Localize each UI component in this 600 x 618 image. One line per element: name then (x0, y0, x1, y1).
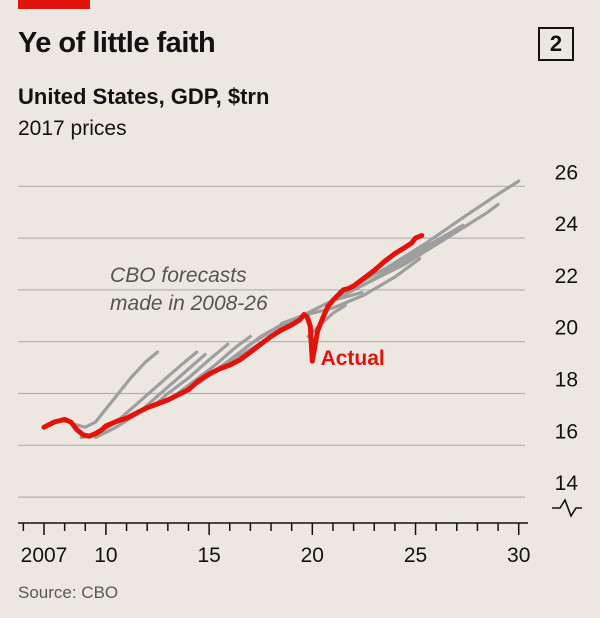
x-tick-label: 10 (94, 544, 117, 567)
x-tick-label: 20 (301, 544, 324, 567)
forecast-line (362, 202, 500, 287)
gdp-line-chart: 14 16 18 20 22 24 26 2007 10 15 20 25 30 CBO forecast… (18, 161, 582, 567)
y-tick-label: 22 (555, 265, 578, 288)
chart-number-badge: 2 (538, 27, 574, 61)
y-tick-label: 26 (555, 161, 578, 184)
forecast-line (151, 342, 230, 408)
forecast-line (383, 179, 521, 271)
actual-annotation: Actual (321, 347, 385, 370)
axis-break-icon (552, 498, 582, 518)
y-tick-label: 20 (555, 317, 578, 340)
forecast-line (306, 303, 347, 339)
chart-unit-label: 2017 prices (18, 117, 127, 140)
x-tick-label: 30 (507, 544, 530, 567)
forecast-line (279, 257, 422, 326)
x-tick-label: 15 (197, 544, 220, 567)
brand-bar (18, 0, 90, 9)
y-tick-label: 24 (555, 213, 579, 236)
actual-line (41, 233, 425, 439)
y-tick-label: 16 (555, 420, 578, 443)
forecast-annotation: made in 2008-26 (110, 292, 268, 315)
forecast-line (42, 350, 160, 429)
x-tick-label: 25 (404, 544, 427, 567)
y-tick-label: 18 (555, 369, 578, 392)
chart-subtitle: United States, GDP, $trn (18, 84, 270, 109)
chart-title: Ye of little faith (18, 27, 216, 59)
y-tick-label: 14 (555, 472, 579, 495)
x-tick-label: 2007 (21, 544, 68, 567)
forecast-line (172, 334, 252, 398)
forecast-annotation: CBO forecasts (110, 264, 247, 287)
source-note: Source: CBO (18, 583, 119, 602)
